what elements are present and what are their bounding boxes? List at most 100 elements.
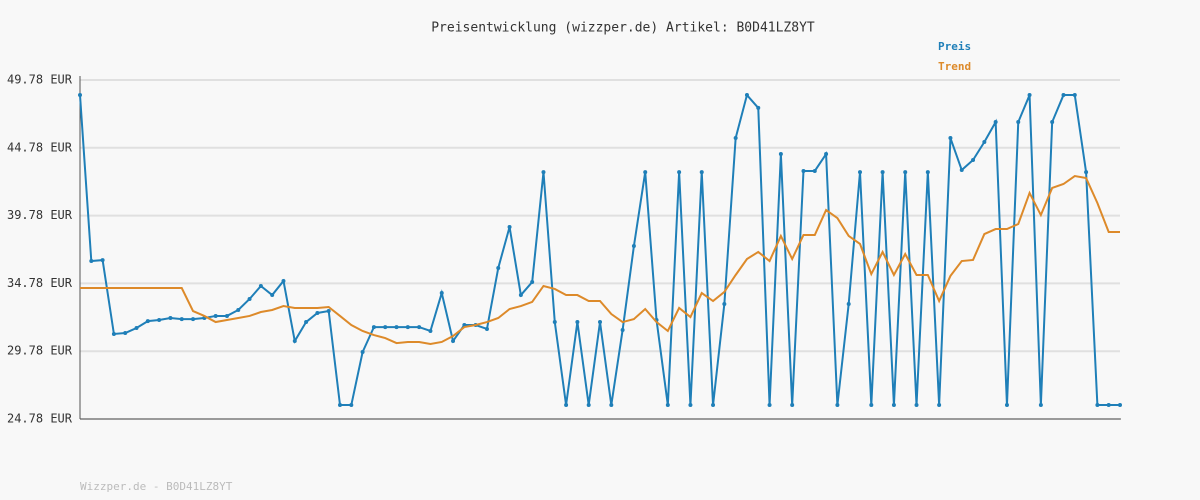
point [722, 302, 727, 307]
point [564, 403, 569, 408]
point [711, 403, 716, 408]
point [1095, 403, 1100, 408]
point [925, 170, 930, 175]
point [383, 325, 388, 330]
point [89, 259, 94, 264]
point [835, 403, 840, 408]
point [518, 293, 523, 298]
point [620, 328, 625, 333]
y-tick-label: 49.78 EUR [7, 73, 73, 87]
point [1072, 93, 1077, 98]
point [530, 280, 535, 285]
point [1050, 120, 1055, 125]
point [394, 325, 399, 330]
point [338, 403, 342, 408]
point [145, 319, 150, 324]
point [541, 170, 546, 175]
point [1004, 403, 1009, 408]
point [586, 403, 591, 408]
point [858, 170, 862, 175]
point [484, 326, 489, 331]
point [1118, 403, 1122, 408]
point [315, 310, 320, 315]
point [1084, 170, 1089, 175]
point [812, 168, 817, 173]
point [360, 350, 365, 355]
point [643, 170, 648, 175]
footer: Wizzper.de - B0D41LZ8YT [80, 480, 233, 493]
point [1061, 93, 1066, 98]
y-tick-label: 44.78 EUR [7, 140, 73, 154]
point [179, 317, 184, 322]
point [111, 331, 116, 336]
point [688, 403, 693, 408]
point [405, 325, 410, 330]
legend-label: Trend [938, 60, 971, 73]
point [224, 313, 229, 318]
point [552, 320, 557, 325]
point [168, 315, 173, 320]
point [247, 296, 252, 301]
point [598, 320, 602, 325]
point [507, 224, 512, 229]
point [371, 325, 376, 330]
point [428, 328, 433, 333]
point [790, 403, 795, 408]
point [451, 339, 456, 344]
y-tick-label: 24.78 EUR [7, 412, 73, 426]
point [236, 307, 241, 312]
point [756, 105, 761, 110]
point [959, 168, 964, 173]
point [575, 320, 580, 325]
point [914, 403, 919, 408]
point [1016, 120, 1021, 125]
point [213, 313, 218, 318]
point [801, 168, 806, 173]
point [948, 136, 953, 141]
y-tick-label: 39.78 EUR [7, 208, 73, 222]
point [677, 170, 682, 175]
point [903, 170, 908, 175]
point [191, 317, 196, 322]
point [971, 158, 976, 163]
legend-label: Preis [938, 40, 971, 53]
point [1106, 403, 1111, 408]
point [134, 326, 139, 331]
y-tick-label: 29.78 EUR [7, 344, 73, 358]
point [699, 170, 704, 175]
point [937, 403, 942, 408]
chart-title: Preisentwicklung (wizzper.de) Artikel: B… [431, 21, 815, 36]
point [1027, 93, 1032, 98]
point [281, 278, 286, 283]
point [157, 318, 162, 323]
point [609, 403, 614, 408]
point [993, 120, 998, 125]
point [846, 302, 851, 307]
y-tick-label: 34.78 EUR [7, 276, 73, 290]
series-line [80, 174, 1120, 346]
point [665, 403, 670, 408]
point [304, 320, 309, 325]
point [891, 403, 896, 408]
point [439, 291, 444, 296]
point [100, 258, 105, 263]
point [496, 265, 501, 270]
point [631, 243, 636, 248]
point [767, 403, 772, 408]
point [123, 331, 128, 336]
point [869, 403, 874, 408]
point [824, 152, 829, 157]
point [417, 325, 422, 330]
point [292, 339, 297, 344]
point [326, 309, 331, 314]
point [778, 152, 783, 157]
point [744, 93, 749, 98]
point [258, 283, 263, 288]
point [1038, 403, 1043, 408]
point [982, 139, 987, 144]
point [349, 403, 354, 408]
point [78, 93, 82, 98]
point [270, 293, 275, 298]
